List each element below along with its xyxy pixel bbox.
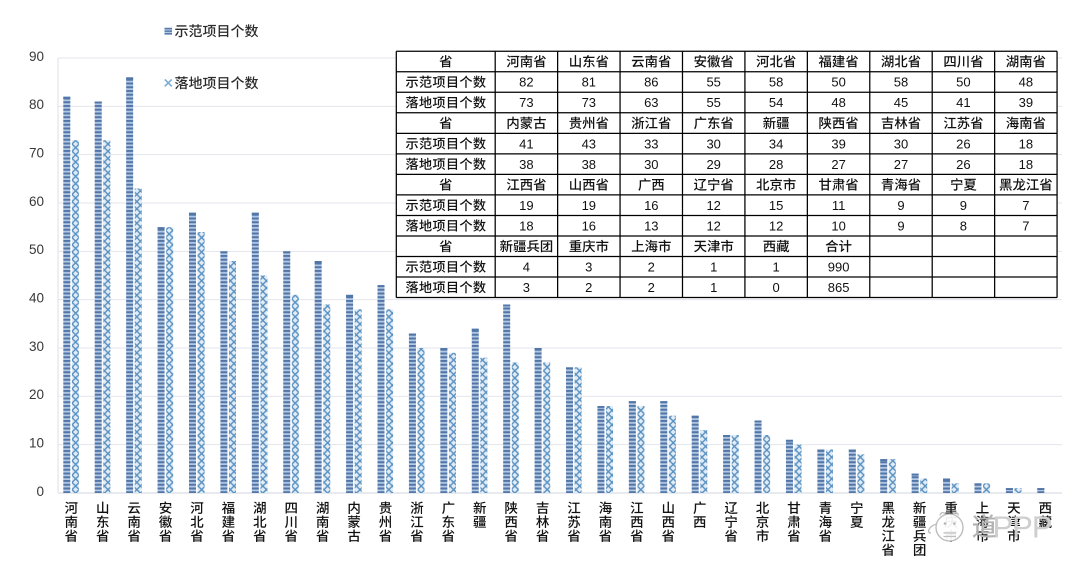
svg-text:41: 41 [956, 95, 970, 110]
svg-text:12: 12 [706, 198, 720, 213]
svg-text:34: 34 [769, 136, 783, 151]
svg-text:27: 27 [894, 157, 908, 172]
svg-text:12: 12 [706, 218, 720, 233]
svg-text:7: 7 [1022, 198, 1029, 213]
svg-text:80: 80 [29, 97, 44, 112]
svg-text:50: 50 [956, 75, 970, 90]
svg-text:54: 54 [769, 95, 783, 110]
svg-text:58: 58 [769, 75, 783, 90]
svg-text:90: 90 [29, 49, 44, 64]
svg-text:9: 9 [897, 198, 904, 213]
svg-text:9: 9 [960, 198, 967, 213]
svg-text:18: 18 [1019, 136, 1033, 151]
svg-text:30: 30 [706, 136, 720, 151]
svg-text:41: 41 [519, 136, 533, 151]
svg-text:18: 18 [1019, 157, 1033, 172]
svg-text:30: 30 [29, 339, 44, 354]
svg-text:19: 19 [519, 198, 533, 213]
svg-text:30: 30 [644, 157, 658, 172]
svg-text:7: 7 [1022, 218, 1029, 233]
svg-text:2: 2 [648, 259, 655, 274]
svg-text:1: 1 [772, 259, 779, 274]
svg-text:39: 39 [1019, 95, 1033, 110]
svg-text:18: 18 [519, 218, 533, 233]
svg-text:33: 33 [644, 136, 658, 151]
svg-text:11: 11 [832, 198, 846, 213]
svg-text:48: 48 [831, 95, 845, 110]
svg-text:29: 29 [706, 157, 720, 172]
svg-text:16: 16 [582, 218, 596, 233]
svg-text:86: 86 [644, 75, 658, 90]
svg-text:3: 3 [523, 280, 530, 295]
svg-text:19: 19 [582, 198, 596, 213]
svg-text:30: 30 [894, 136, 908, 151]
svg-text:28: 28 [769, 157, 783, 172]
svg-text:PPP: PPP [993, 510, 1052, 545]
svg-text:4: 4 [523, 259, 530, 274]
svg-text:81: 81 [582, 75, 596, 90]
svg-text:10: 10 [831, 218, 845, 233]
svg-text:50: 50 [29, 242, 44, 257]
svg-text:55: 55 [706, 75, 720, 90]
svg-text:63: 63 [644, 95, 658, 110]
svg-text:2: 2 [648, 280, 655, 295]
svg-text:45: 45 [894, 95, 908, 110]
svg-text:15: 15 [769, 198, 783, 213]
svg-text:1: 1 [710, 259, 717, 274]
svg-text:73: 73 [582, 95, 596, 110]
svg-text:20: 20 [29, 387, 44, 402]
svg-text:43: 43 [582, 136, 596, 151]
svg-text:39: 39 [831, 136, 845, 151]
svg-text:38: 38 [519, 157, 533, 172]
svg-text:55: 55 [706, 95, 720, 110]
svg-text:38: 38 [582, 157, 596, 172]
svg-text:990: 990 [828, 259, 850, 274]
svg-text:40: 40 [29, 291, 44, 306]
svg-text:8: 8 [960, 218, 967, 233]
svg-text:12: 12 [769, 218, 783, 233]
svg-text:3: 3 [585, 259, 592, 274]
svg-text:865: 865 [828, 280, 850, 295]
svg-text:26: 26 [956, 136, 970, 151]
svg-text:13: 13 [644, 218, 658, 233]
svg-text:48: 48 [1019, 75, 1033, 90]
svg-text:82: 82 [519, 75, 533, 90]
svg-text:10: 10 [29, 436, 44, 451]
svg-text:0: 0 [36, 484, 44, 499]
svg-text:70: 70 [29, 146, 44, 161]
svg-text:26: 26 [956, 157, 970, 172]
svg-text:9: 9 [897, 218, 904, 233]
svg-text:73: 73 [519, 95, 533, 110]
svg-text:50: 50 [831, 75, 845, 90]
svg-text:27: 27 [831, 157, 845, 172]
svg-text:0: 0 [772, 280, 779, 295]
svg-text:16: 16 [644, 198, 658, 213]
svg-text:60: 60 [29, 194, 44, 209]
svg-text:58: 58 [894, 75, 908, 90]
svg-text:1: 1 [710, 280, 717, 295]
svg-text:2: 2 [585, 280, 592, 295]
